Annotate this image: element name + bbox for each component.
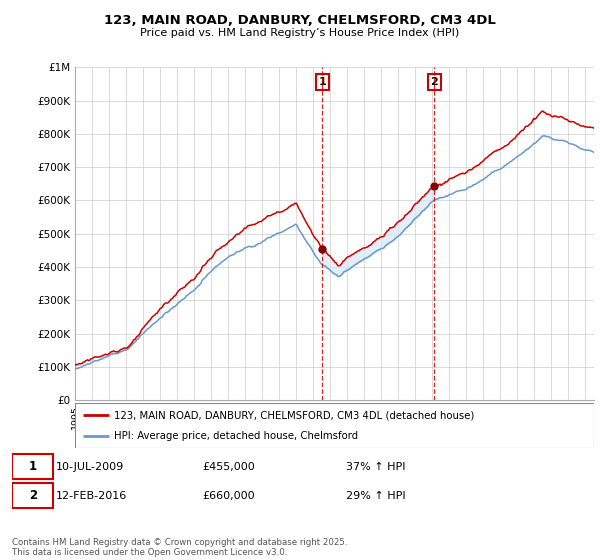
Text: Contains HM Land Registry data © Crown copyright and database right 2025.
This d: Contains HM Land Registry data © Crown c… (12, 538, 347, 557)
Text: £660,000: £660,000 (202, 491, 255, 501)
Text: 123, MAIN ROAD, DANBURY, CHELMSFORD, CM3 4DL: 123, MAIN ROAD, DANBURY, CHELMSFORD, CM3… (104, 14, 496, 27)
Text: Price paid vs. HM Land Registry’s House Price Index (HPI): Price paid vs. HM Land Registry’s House … (140, 28, 460, 38)
Text: 123, MAIN ROAD, DANBURY, CHELMSFORD, CM3 4DL (detached house): 123, MAIN ROAD, DANBURY, CHELMSFORD, CM3… (114, 410, 475, 421)
FancyBboxPatch shape (12, 483, 53, 508)
Text: 1: 1 (29, 460, 37, 473)
Text: 12-FEB-2016: 12-FEB-2016 (56, 491, 127, 501)
FancyBboxPatch shape (12, 455, 53, 479)
Text: 29% ↑ HPI: 29% ↑ HPI (346, 491, 406, 501)
Text: 37% ↑ HPI: 37% ↑ HPI (346, 462, 406, 472)
Text: HPI: Average price, detached house, Chelmsford: HPI: Average price, detached house, Chel… (114, 431, 358, 441)
FancyBboxPatch shape (75, 403, 594, 448)
Text: £455,000: £455,000 (202, 462, 255, 472)
Text: 1: 1 (319, 77, 326, 87)
Text: 2: 2 (29, 489, 37, 502)
Text: 10-JUL-2009: 10-JUL-2009 (56, 462, 124, 472)
Text: 2: 2 (431, 77, 438, 87)
